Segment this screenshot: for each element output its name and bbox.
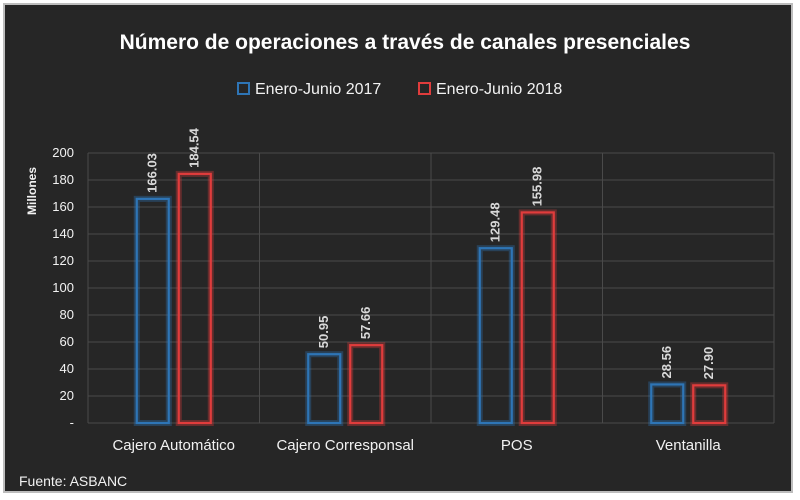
- bars: 166.03 184.54 50.95 57.66 129.48 155.98 28.56 2…: [133, 127, 729, 426]
- bar: [478, 247, 513, 425]
- y-tick-label: 160: [52, 199, 74, 214]
- y-tick-label: 100: [52, 280, 74, 295]
- legend-label: Enero-Junio 2018: [436, 81, 562, 98]
- bar-glow: [690, 382, 729, 426]
- bar-group: 129.48: [476, 202, 515, 426]
- data-label: 57.66: [358, 307, 373, 340]
- y-tick-label: 140: [52, 226, 74, 241]
- bar: [520, 211, 555, 425]
- bar-group: 50.95: [305, 316, 344, 426]
- bar: [650, 383, 685, 425]
- data-label: 184.54: [187, 127, 202, 168]
- chart-frame: Número de operaciones a través de canale…: [3, 3, 793, 493]
- bar-group: 155.98: [518, 167, 557, 426]
- bar-glow: [476, 245, 515, 426]
- data-label: 155.98: [530, 167, 545, 207]
- bar-glow: [518, 209, 557, 426]
- x-tick-label: Cajero Corresponsal: [276, 437, 414, 454]
- y-tick-label: -: [70, 415, 74, 430]
- source-note: Fuente: ASBANC: [19, 473, 127, 489]
- data-label: 129.48: [488, 202, 503, 242]
- legend: Enero-Junio 2017 Enero-Junio 2018: [237, 81, 562, 98]
- bar-glow: [347, 342, 386, 426]
- bar-group: 184.54: [175, 127, 214, 426]
- y-tick-label: 40: [60, 361, 74, 376]
- y-tick-label: 80: [60, 307, 74, 322]
- y-tick-label: 20: [60, 388, 74, 403]
- bar-glow: [133, 195, 172, 426]
- bar-group: 27.90: [690, 347, 729, 426]
- bar: [135, 197, 170, 425]
- bar: [349, 344, 384, 425]
- y-tick-label: 180: [52, 172, 74, 187]
- bar: [692, 384, 727, 425]
- bar-glow: [175, 170, 214, 426]
- x-axis: Cajero Automático Cajero Corresponsal POS V…: [112, 437, 721, 454]
- gridlines: [87, 152, 775, 424]
- legend-swatch: [237, 82, 250, 95]
- x-tick-label: Ventanilla: [656, 437, 722, 454]
- bar-group: 28.56: [648, 346, 687, 426]
- bar: [177, 172, 212, 425]
- legend-label: Enero-Junio 2017: [255, 81, 381, 98]
- legend-item: Enero-Junio 2017: [237, 81, 381, 98]
- data-label: 27.90: [701, 347, 716, 380]
- bar: [307, 353, 342, 425]
- y-tick-label: 120: [52, 253, 74, 268]
- y-tick-label: 60: [60, 334, 74, 349]
- bar-glow: [648, 381, 687, 426]
- y-tick-label: 200: [52, 145, 74, 160]
- x-tick-label: POS: [501, 437, 533, 454]
- y-axis: - 20 40 60 80 100 120 140 160 180 200: [52, 145, 74, 430]
- chart-title: Número de operaciones a través de canale…: [120, 31, 691, 54]
- y-axis-label: Millones: [25, 167, 39, 215]
- x-tick-label: Cajero Automático: [112, 437, 235, 454]
- bar-glow: [305, 351, 344, 426]
- chart: Número de operaciones a través de canale…: [19, 31, 775, 489]
- legend-swatch: [418, 82, 431, 95]
- data-label: 28.56: [659, 346, 674, 379]
- bar-group: 166.03: [133, 153, 172, 426]
- data-label: 166.03: [145, 153, 160, 193]
- data-label: 50.95: [316, 316, 331, 349]
- legend-item: Enero-Junio 2018: [418, 81, 562, 98]
- bar-group: 57.66: [347, 307, 386, 426]
